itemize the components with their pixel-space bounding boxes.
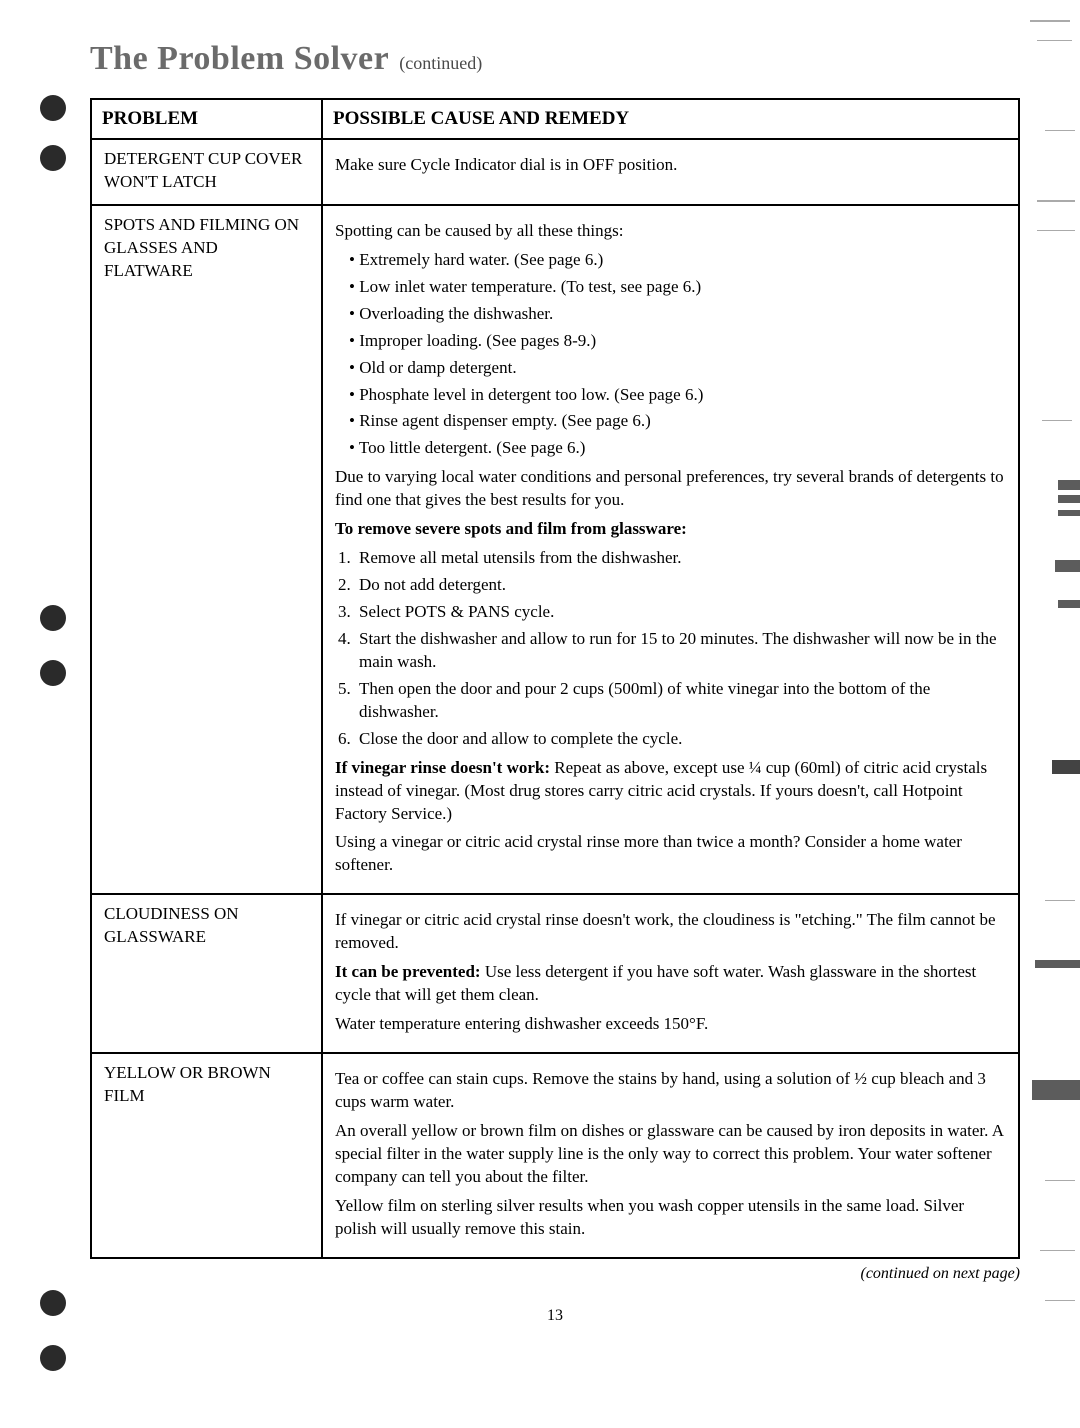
page-number: 13 <box>90 1307 1020 1325</box>
problem-table: PROBLEM POSSIBLE CAUSE AND REMEDY DETERG… <box>90 98 1020 1259</box>
remedy-cell: Tea or coffee can stain cups. Remove the… <box>322 1053 1019 1258</box>
remedy-cell: Make sure Cycle Indicator dial is in OFF… <box>322 139 1019 205</box>
problem-label: DETERGENT CUP COVER WON'T LATCH <box>91 139 322 205</box>
table-row: CLOUDINESS ON GLASSWARE If vinegar or ci… <box>91 894 1019 1053</box>
problem-label: YELLOW OR BROWN FILM <box>91 1053 322 1258</box>
header-problem: PROBLEM <box>91 99 322 139</box>
page-title: The Problem Solver (continued) <box>90 40 1020 78</box>
remedy-cell: Spotting can be caused by all these thin… <box>322 205 1019 894</box>
title-sub: (continued) <box>399 53 482 73</box>
scan-artifacts <box>1020 0 1080 1428</box>
problem-label: SPOTS AND FILMING ON GLASSES AND FLATWAR… <box>91 205 322 894</box>
header-remedy: POSSIBLE CAUSE AND REMEDY <box>322 99 1019 139</box>
problem-label: CLOUDINESS ON GLASSWARE <box>91 894 322 1053</box>
remedy-cell: If vinegar or citric acid crystal rinse … <box>322 894 1019 1053</box>
title-main: The Problem Solver <box>90 40 389 77</box>
continued-note: (continued on next page) <box>90 1265 1020 1283</box>
table-row: DETERGENT CUP COVER WON'T LATCH Make sur… <box>91 139 1019 205</box>
table-row: SPOTS AND FILMING ON GLASSES AND FLATWAR… <box>91 205 1019 894</box>
bullet-list: Extremely hard water. (See page 6.) Low … <box>349 249 1006 461</box>
numbered-list: Remove all metal utensils from the dishw… <box>335 547 1006 751</box>
table-row: YELLOW OR BROWN FILM Tea or coffee can s… <box>91 1053 1019 1258</box>
